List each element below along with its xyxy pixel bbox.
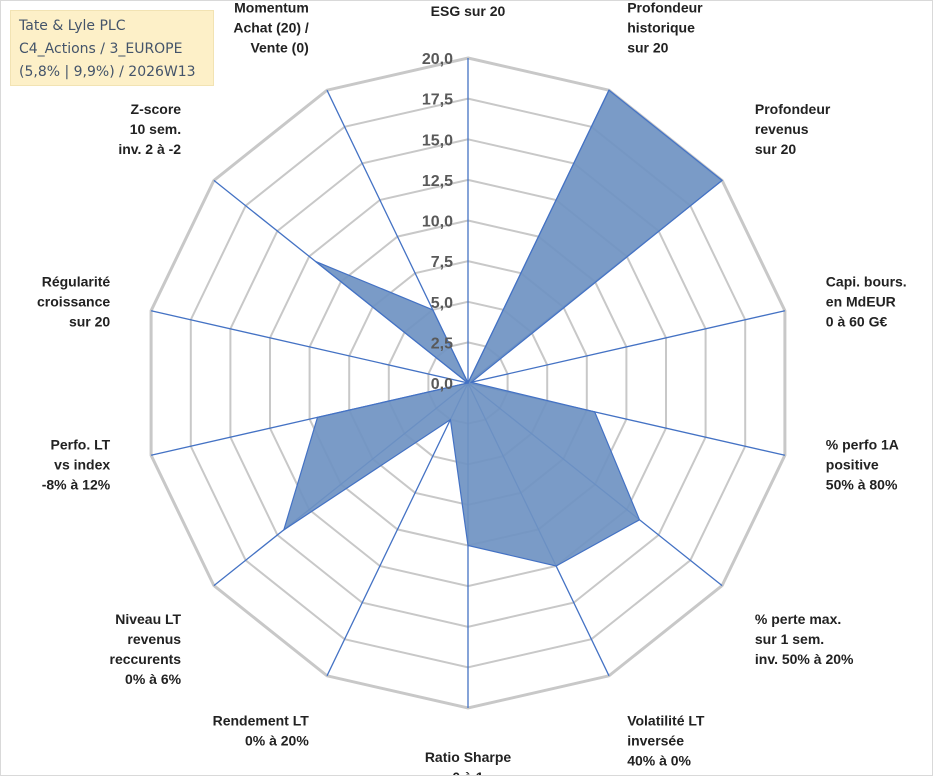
stock-name: Tate & Lyle PLC: [19, 18, 126, 34]
tick-label: 10,0: [422, 214, 453, 231]
axis-label: % perte max. sur 1 sem. inv. 50% à 20%: [755, 611, 854, 667]
axis-label: Volatilité LT inversée 40% à 0%: [627, 713, 705, 769]
axis-label: Ratio Sharpe0 à 1: [425, 749, 512, 775]
tick-label: 2,5: [431, 335, 453, 352]
tick-label: 17,5: [422, 92, 453, 109]
axis-spoke: [150, 310, 469, 384]
series-area: [282, 89, 724, 567]
axis-label: Perfo. LT vs index -8% à 12%: [42, 437, 111, 493]
info-box: Tate & Lyle PLC C4_Actions / 3_EUROPE (5…: [10, 10, 214, 86]
tick-label: 5,0: [431, 295, 453, 312]
axis-label: Rendement LT 0% à 20%: [213, 713, 310, 749]
series-polygon: [282, 89, 724, 567]
tick-label: 0,0: [431, 376, 453, 393]
tick-labels: 0,0 2,5 5,0 7,5 10,0 12,5 15,0 17,5 20,0: [422, 51, 453, 393]
axis-label: Profondeur revenus sur 20: [755, 101, 831, 157]
portfolio-category: C4_Actions / 3_EUROPE: [19, 41, 183, 57]
axis-label: Profondeur historique sur 20: [627, 1, 703, 55]
tick-label: 15,0: [422, 132, 453, 149]
tick-label: 12,5: [422, 173, 453, 190]
weights-and-week: (5,8% | 9,9%) / 2026W13: [19, 64, 196, 80]
tick-label: 7,5: [431, 254, 453, 271]
axis-label: Régularité croissance sur 20: [37, 273, 110, 329]
axis-spoke: [326, 382, 469, 677]
axis-label: Momentum Achat (20) / Vente (0): [233, 1, 309, 55]
axis-label: % perfo 1A positive 50% à 80%: [826, 437, 899, 493]
axis-label: NoteESG sur 20: [431, 1, 506, 19]
axis-label: Capi. bours. en MdEUR 0 à 60 G€: [826, 273, 907, 329]
axis-label: Z-score 10 sem. inv. 2 à -2: [118, 101, 181, 157]
axis-spoke: [467, 310, 786, 384]
axis-label: Niveau LT revenus reccurents 0% à 6%: [110, 611, 182, 687]
tick-label: 20,0: [422, 51, 453, 68]
